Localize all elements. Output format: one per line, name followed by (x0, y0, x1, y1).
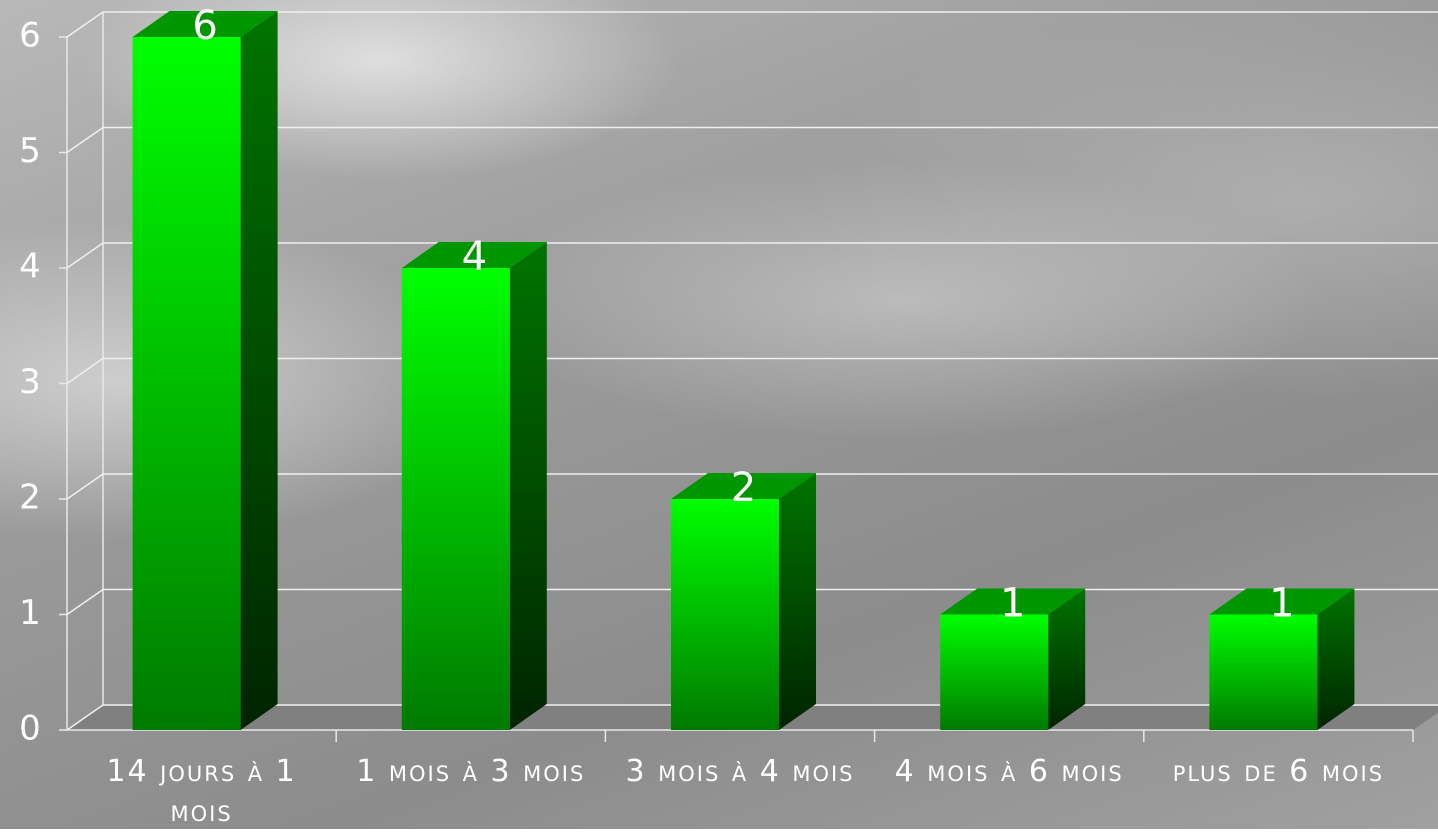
y-tick-label: 0 (19, 709, 41, 749)
bar (671, 499, 779, 730)
x-tick-label: 14 jours à 1 mois (106, 754, 297, 829)
bar-side (1317, 588, 1355, 730)
x-tick-label: 1 mois à 3 mois (356, 754, 586, 789)
y-tick-label: 1 (19, 593, 41, 633)
grid-line (66, 704, 104, 731)
y-tick-label: 5 (19, 131, 41, 171)
grid-line (66, 126, 104, 154)
bar-side (240, 11, 278, 730)
grid-line (66, 357, 104, 385)
y-tick-label: 4 (19, 247, 41, 287)
x-tick-label: 4 mois à 6 mois (894, 754, 1124, 789)
bar-top (401, 242, 547, 268)
x-tick-label: 3 mois à 4 mois (625, 754, 855, 789)
y-tick-label: 6 (19, 16, 41, 56)
grid-line (66, 242, 104, 269)
value-label: 1 (1269, 581, 1294, 627)
bar-top (671, 473, 816, 499)
value-label: 6 (192, 3, 217, 49)
grid-line (66, 588, 104, 616)
bar-side (1048, 588, 1086, 730)
bar (1209, 614, 1318, 730)
bar-side (779, 473, 816, 730)
value-label: 4 (462, 234, 487, 280)
bar-top (132, 11, 278, 37)
bar-side (509, 242, 547, 730)
y-tick-label: 3 (19, 362, 41, 402)
bar (940, 614, 1049, 730)
bar (132, 37, 241, 730)
grid-line (66, 11, 104, 38)
value-label: 2 (731, 465, 756, 511)
value-label: 1 (1000, 581, 1025, 627)
grid-line (66, 473, 104, 500)
bar-top (1209, 588, 1355, 615)
x-tick-label: plus de 6 mois (1172, 754, 1385, 789)
bar (401, 268, 510, 730)
bar-top (940, 588, 1086, 615)
y-tick-label: 2 (19, 478, 41, 518)
